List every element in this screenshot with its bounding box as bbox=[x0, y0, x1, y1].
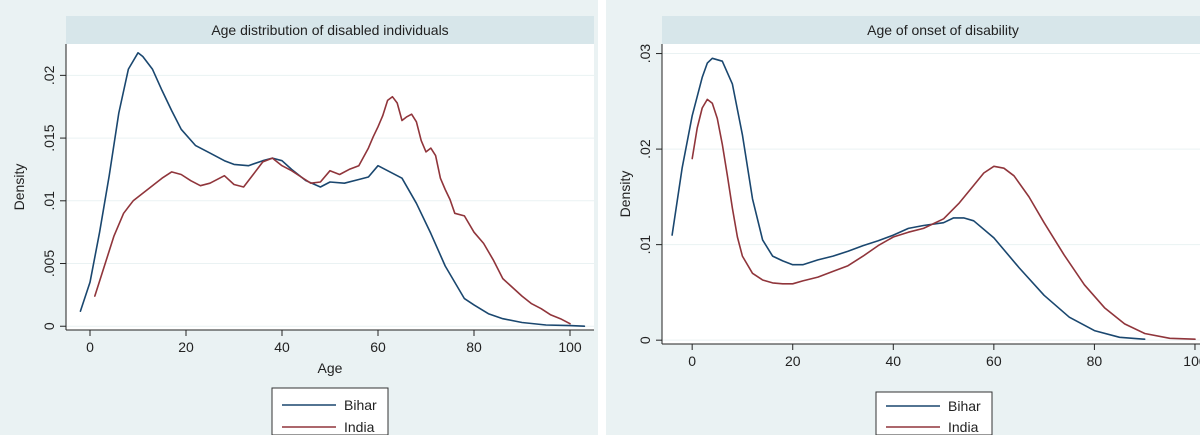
x-tick-label: 100 bbox=[558, 339, 582, 355]
y-tick-label: 0 bbox=[637, 336, 653, 344]
legend-box bbox=[875, 391, 993, 435]
chart-age-distribution: Age distribution of disabled individuals… bbox=[0, 0, 598, 435]
legend-label-bihar: Bihar bbox=[344, 397, 377, 413]
legend-label-india: India bbox=[948, 419, 979, 435]
x-tick-label: 40 bbox=[274, 339, 290, 355]
legend-label-india: India bbox=[344, 419, 375, 435]
title-band bbox=[66, 16, 594, 44]
x-axis-ticks: 0 20 40 60 80 100 bbox=[688, 344, 1200, 369]
y-tick-label: .02 bbox=[41, 65, 57, 85]
y-tick-label: .03 bbox=[637, 44, 653, 64]
y-axis-label: Density bbox=[617, 171, 633, 218]
plot-area bbox=[662, 44, 1200, 344]
y-tick-label: .01 bbox=[637, 235, 653, 255]
x-tick-label: 20 bbox=[178, 339, 194, 355]
y-tick-label: .02 bbox=[637, 139, 653, 159]
panel-divider bbox=[598, 0, 606, 435]
x-tick-label: 40 bbox=[886, 353, 902, 369]
x-axis-label: Age bbox=[318, 360, 343, 376]
y-tick-label: .005 bbox=[41, 250, 57, 277]
chart-age-of-onset: Age of onset of disability 0 20 40 60 80 10 0 … bbox=[606, 0, 1200, 435]
chart-panel-age-of-onset: Age of onset of disability 0 20 40 60 80 10 0 … bbox=[606, 0, 1200, 435]
chart-title: Age of onset of disability bbox=[867, 22, 1019, 38]
plot-area bbox=[66, 44, 594, 330]
legend: Bihar India bbox=[875, 391, 993, 435]
x-tick-label: 20 bbox=[785, 353, 801, 369]
x-tick-label: 0 bbox=[86, 339, 94, 355]
x-tick-label: 80 bbox=[1087, 353, 1103, 369]
x-axis-ticks: 0 20 40 60 80 100 bbox=[86, 330, 582, 355]
x-tick-label: 100 bbox=[1183, 353, 1200, 369]
chart-title: Age distribution of disabled individuals bbox=[211, 22, 448, 38]
series-line-india bbox=[94, 95, 571, 325]
y-axis-ticks: 0 .005 .01 .015 .02 bbox=[41, 65, 66, 330]
series-line-bihar bbox=[671, 57, 1146, 341]
x-tick-label: 60 bbox=[986, 353, 1002, 369]
chart-panel-age-distribution: Age distribution of disabled individuals… bbox=[0, 0, 598, 435]
series-line-india bbox=[691, 98, 1196, 341]
gridlines bbox=[66, 74, 594, 327]
y-tick-label: 0 bbox=[41, 322, 57, 330]
x-tick-label: 0 bbox=[688, 353, 696, 369]
y-axis-label: Density bbox=[11, 164, 27, 211]
series-line-bihar bbox=[79, 51, 586, 328]
series-lines bbox=[671, 57, 1196, 341]
title-band bbox=[662, 16, 1200, 44]
y-tick-label: .015 bbox=[41, 124, 57, 151]
x-tick-label: 80 bbox=[466, 339, 482, 355]
y-axis-ticks: 0 .01 .02 .03 bbox=[637, 44, 662, 344]
series-lines bbox=[79, 51, 586, 328]
legend-label-bihar: Bihar bbox=[948, 398, 981, 414]
y-tick-label: .01 bbox=[41, 191, 57, 211]
x-tick-label: 60 bbox=[370, 339, 386, 355]
gridlines bbox=[662, 53, 1200, 341]
legend: Bihar India bbox=[271, 387, 389, 435]
